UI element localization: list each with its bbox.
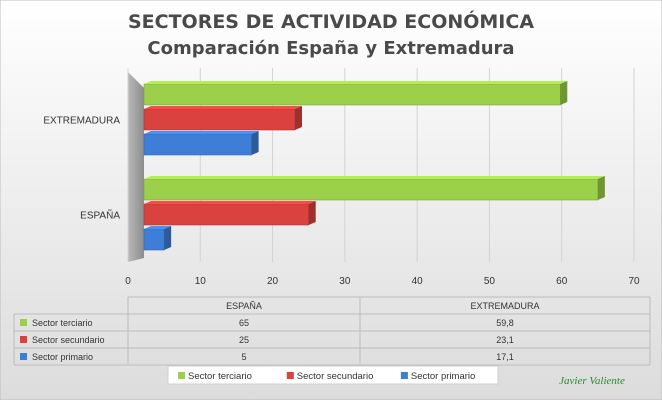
bar-end	[597, 176, 605, 200]
bar	[143, 83, 561, 106]
table-legend-key	[20, 319, 27, 326]
table-legend-key	[20, 336, 27, 343]
x-tick-label: 50	[484, 276, 496, 287]
x-tick-label: 10	[195, 276, 207, 287]
bar-end	[308, 201, 316, 225]
legend-label: Sector primario	[411, 371, 475, 382]
bar-end	[164, 226, 172, 250]
legend-box	[167, 365, 499, 385]
legend-label: Sector terciario	[188, 371, 252, 382]
table-cell: 5	[241, 352, 246, 362]
bar-top	[144, 226, 172, 229]
legend-key	[178, 372, 185, 379]
labels-layer: 0 10 20 30 40 50 60 70 ESPAÑA EXTREMADURA	[43, 116, 640, 288]
chart-subtitle: Comparación España y Extremadura	[147, 38, 514, 59]
category-label: EXTREMADURA	[43, 116, 120, 127]
table-row-label: Sector primario	[32, 352, 93, 362]
bar-end	[294, 106, 302, 130]
grid-layer	[127, 68, 635, 262]
bar	[143, 133, 252, 156]
bar	[143, 108, 296, 131]
bar	[143, 203, 310, 226]
bar-end	[251, 131, 259, 155]
legend: Sector terciario Sector secundario Sector …	[167, 365, 499, 385]
table-header: ESPAÑA	[226, 301, 262, 311]
x-tick-label: 70	[628, 276, 640, 287]
category-label: ESPAÑA	[80, 209, 120, 222]
bars-layer	[143, 81, 605, 251]
table-legend-key	[20, 353, 27, 360]
table-row-label: Sector terciario	[32, 318, 93, 328]
table-cell: 25	[239, 335, 249, 345]
table-cell: 17,1	[496, 352, 514, 362]
bar	[143, 228, 165, 251]
bar-top	[144, 131, 259, 134]
bar	[143, 178, 599, 201]
bar-top	[144, 176, 605, 179]
bar-top	[144, 81, 568, 84]
table-row-label: Sector secundario	[32, 335, 105, 345]
x-tick-label: 20	[267, 276, 279, 287]
chart-wall	[128, 72, 144, 262]
bar-end	[560, 81, 568, 105]
bar-top	[144, 201, 316, 204]
table-cell: 65	[239, 318, 249, 328]
x-tick-label: 30	[339, 276, 351, 287]
table-cell: 59,8	[496, 318, 514, 328]
legend-label: Sector secundario	[297, 371, 374, 382]
table-cell: 23,1	[496, 335, 514, 345]
legend-key	[400, 372, 408, 379]
x-tick-label: 60	[556, 276, 568, 287]
table-header: EXTREMADURA	[470, 301, 539, 311]
bar-top	[144, 106, 302, 109]
chart-title: SECTORES DE ACTIVIDAD ECONÓMICA	[128, 9, 534, 33]
legend-key	[286, 372, 294, 379]
x-tick-label: 40	[412, 276, 424, 287]
data-table: ESPAÑA EXTREMADURA Sector terciario 65 59,8 S…	[13, 296, 651, 366]
x-tick-label: 0	[125, 276, 131, 287]
signature: Javier Valiente	[559, 375, 625, 387]
